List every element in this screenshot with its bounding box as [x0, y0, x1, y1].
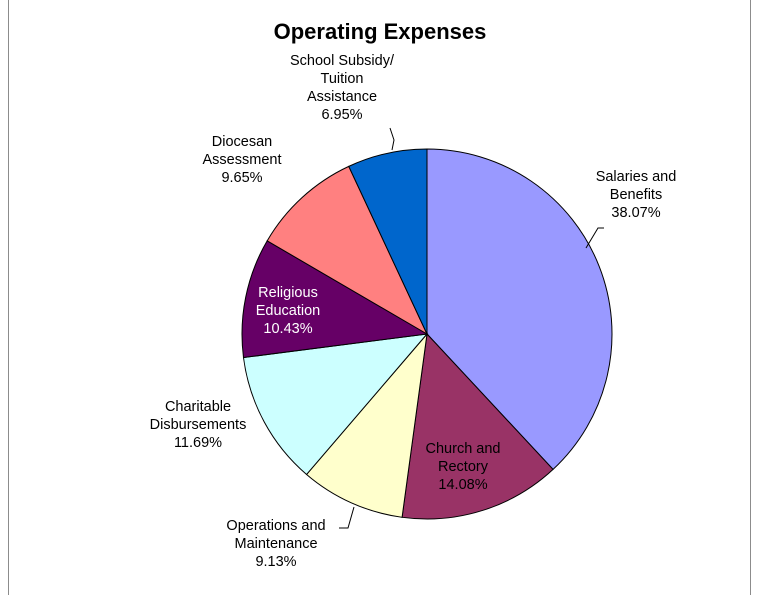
pie-slice: [242, 333, 429, 476]
leader-line: [389, 127, 395, 151]
pie-slice: [401, 332, 554, 520]
pie-slice: [348, 148, 428, 335]
slice-label: Charitable Disbursements 11.69%: [150, 399, 247, 451]
slice-label: Operations and Maintenance 9.13%: [226, 518, 325, 570]
slice-label: School Subsidy/Tuition Assistance 6.95%: [290, 53, 395, 123]
leader-line: [585, 227, 604, 249]
pie-slice: [426, 148, 613, 471]
pie-slice: [241, 240, 429, 359]
slice-label: Church and Rectory 14.08%: [426, 441, 501, 493]
pie-slice: [266, 165, 429, 336]
slice-label: Diocesan Assessment 9.65%: [203, 134, 282, 186]
pie-slice: [305, 332, 428, 518]
slice-label: Religious Education 10.43%: [256, 285, 321, 337]
leader-line: [339, 506, 355, 529]
slice-label: Salaries and Benefits 38.07%: [596, 169, 677, 221]
chart-title: Operating Expenses: [273, 19, 487, 44]
